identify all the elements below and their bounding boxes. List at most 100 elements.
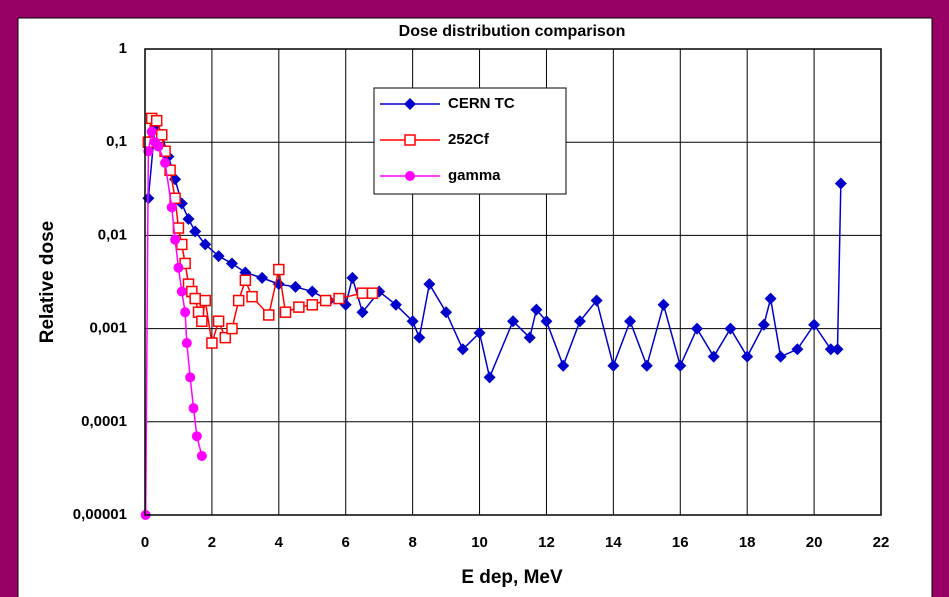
marker [239,274,252,287]
x-tick-label: 12 [538,534,555,551]
y-axis-label: Relative dose [37,221,58,344]
legend: CERN TC 252Cf gamma [373,87,567,195]
marker [219,331,232,344]
marker [150,114,163,127]
marker [182,212,195,225]
marker [246,290,258,303]
x-tick-label: 8 [408,534,416,551]
x-tick-label: 10 [471,534,488,551]
marker [824,343,837,356]
x-tick-label: 20 [806,534,823,551]
marker [306,299,319,311]
marker [741,350,754,363]
series-line [144,131,203,516]
legend-label: gamma [448,167,501,184]
legend-marker [405,171,415,181]
marker [273,263,285,276]
marker [356,287,369,299]
x-axis-label: E dep, MeV [461,567,563,588]
marker [590,294,603,307]
marker [757,318,770,331]
marker [707,350,720,363]
marker [691,322,703,335]
marker [196,315,208,327]
marker [774,350,787,363]
marker [557,359,570,372]
marker [523,331,536,344]
marker [191,431,202,442]
marker [206,337,218,349]
marker [473,326,486,339]
marker [170,234,181,245]
marker [831,343,844,356]
y-tick-label: 0,00001 [73,506,127,523]
marker [834,177,847,190]
x-tick-label: 22 [873,534,890,551]
y-tick-label: 0,01 [98,226,127,243]
marker [764,292,777,305]
marker [232,294,245,307]
marker [624,315,637,328]
marker [185,372,196,383]
marker [674,359,687,372]
legend-label: 252Cf [448,131,490,148]
marker [389,298,402,311]
marker [164,164,176,177]
marker [346,271,359,284]
marker [176,286,187,297]
marker [256,271,269,284]
marker [724,322,737,335]
marker [196,450,207,461]
x-tick-label: 18 [739,534,756,551]
marker [189,292,201,305]
y-tick-label: 0,1 [106,133,127,150]
marker [306,285,319,298]
x-tick-label: 16 [672,534,689,551]
marker [507,315,519,328]
marker [173,262,184,273]
marker [440,306,453,319]
marker [225,257,238,270]
y-tick-label: 1 [119,40,127,57]
marker [406,315,419,328]
marker [279,306,292,318]
x-tick-label: 6 [342,534,350,551]
x-tick-label: 14 [605,534,622,551]
marker [456,343,469,356]
marker [607,359,620,372]
marker [808,318,821,331]
legend-marker [404,98,416,110]
marker [530,303,543,316]
marker [180,307,191,318]
marker [143,146,154,157]
marker [181,338,192,349]
marker [189,225,202,238]
marker [153,141,164,152]
marker [657,298,670,311]
y-tick-label: 0,001 [89,320,127,337]
marker [155,129,168,141]
marker [166,202,177,213]
marker [356,306,369,319]
marker [160,157,171,168]
legend-marker [404,134,416,146]
marker [423,278,436,291]
marker [146,126,157,137]
marker [289,280,302,293]
marker [413,331,426,344]
marker [199,238,212,251]
marker [791,343,804,356]
marker [540,315,553,328]
x-tick-label: 0 [141,534,149,551]
marker [573,315,586,328]
marker [226,322,238,335]
marker [293,301,305,313]
x-tick-label: 4 [275,534,284,551]
marker [366,287,379,299]
marker [212,315,225,327]
legend-label: CERN TC [448,95,515,112]
chart-title: Dose distribution comparison [399,23,626,40]
